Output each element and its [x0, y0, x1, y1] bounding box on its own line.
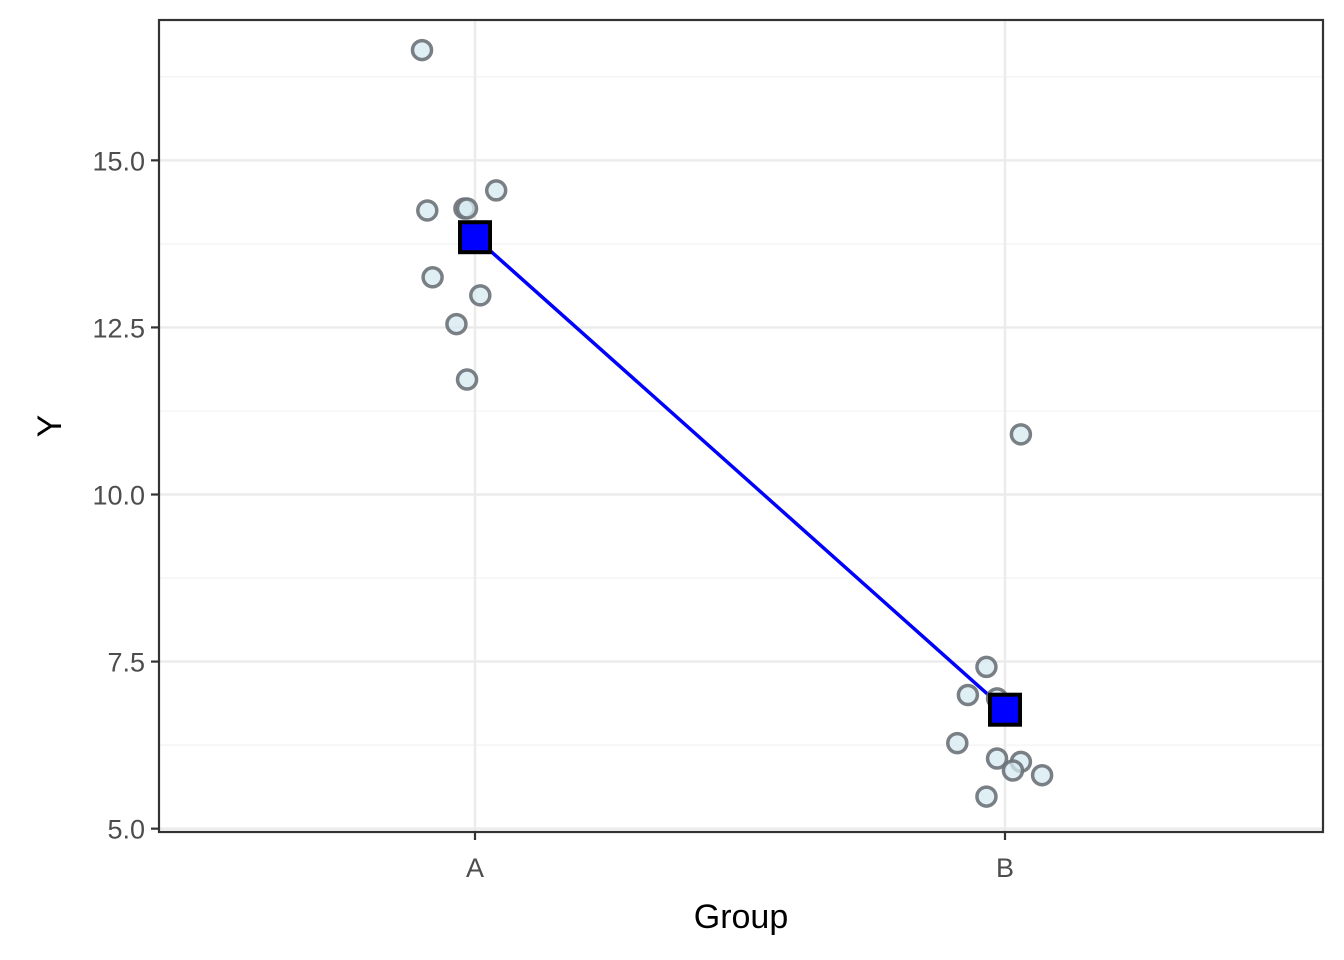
- means-layer: [458, 220, 1022, 727]
- data-point-b-13: [946, 731, 969, 755]
- x-axis-title: Group: [694, 898, 789, 936]
- panel-border: [157, 18, 1325, 834]
- panel-background: [159, 20, 1323, 832]
- x-tick-label-b: B: [996, 853, 1014, 883]
- mean-marker-b: [988, 692, 1022, 727]
- mean-line-layer: [473, 235, 1007, 712]
- data-point-b-16: [1001, 759, 1025, 782]
- data-point-a-6: [469, 284, 492, 307]
- y-tick-label: 7.5: [107, 648, 145, 678]
- x-tick-label-a: A: [466, 853, 484, 883]
- y-axis-title: Y: [31, 415, 69, 438]
- data-point-b-10: [975, 655, 998, 679]
- data-point-a-5: [421, 266, 444, 289]
- data-point-a-3: [455, 197, 479, 220]
- y-tick-label: 10.0: [92, 481, 145, 511]
- data-point-a-7: [445, 312, 468, 336]
- data-point-b-9: [1009, 423, 1033, 446]
- mean-marker-a: [458, 220, 492, 255]
- y-tick-label: 5.0: [107, 815, 145, 845]
- data-point-a-0: [410, 38, 434, 62]
- data-point-b-14: [985, 747, 1009, 770]
- data-point-b-11: [956, 683, 980, 707]
- grid: [159, 20, 1323, 832]
- y-tick-label: 12.5: [92, 313, 145, 343]
- y-tick-label: 15.0: [92, 146, 145, 176]
- data-point-b-17: [1030, 763, 1054, 787]
- data-point-b-18: [975, 785, 998, 808]
- data-point-a-8: [455, 368, 479, 391]
- data-point-a-1: [416, 199, 439, 222]
- mean-line: [473, 235, 1007, 712]
- data-point-a-4: [484, 179, 508, 202]
- y-axis: 5.0 7.5 10.0 12.5 15.0: [92, 146, 159, 845]
